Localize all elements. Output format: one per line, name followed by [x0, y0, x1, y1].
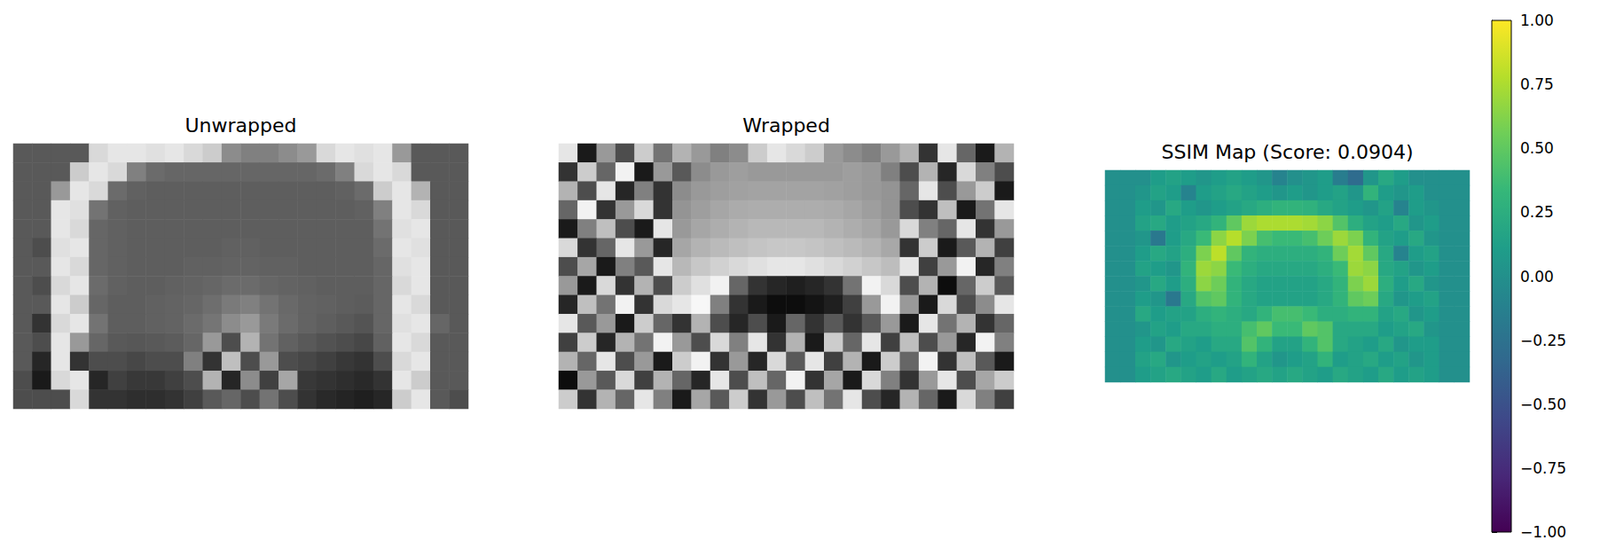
- svg-text:SSIM Map (Score: 0.0904): SSIM Map (Score: 0.0904): [1161, 141, 1414, 164]
- svg-text:Wrapped: Wrapped: [742, 114, 831, 137]
- svg-text:−0.75: −0.75: [1520, 459, 1567, 478]
- svg-text:0.00: 0.00: [1520, 267, 1554, 286]
- svg-text:−0.50: −0.50: [1520, 395, 1567, 414]
- svg-text:0.50: 0.50: [1520, 139, 1554, 157]
- svg-text:−0.25: −0.25: [1520, 331, 1567, 350]
- svg-text:−1.00: −1.00: [1520, 523, 1567, 542]
- svg-text:1.00: 1.00: [1520, 11, 1554, 30]
- svg-text:Unwrapped: Unwrapped: [185, 114, 298, 137]
- svg-text:0.25: 0.25: [1520, 203, 1554, 221]
- svg-text:0.75: 0.75: [1520, 75, 1554, 94]
